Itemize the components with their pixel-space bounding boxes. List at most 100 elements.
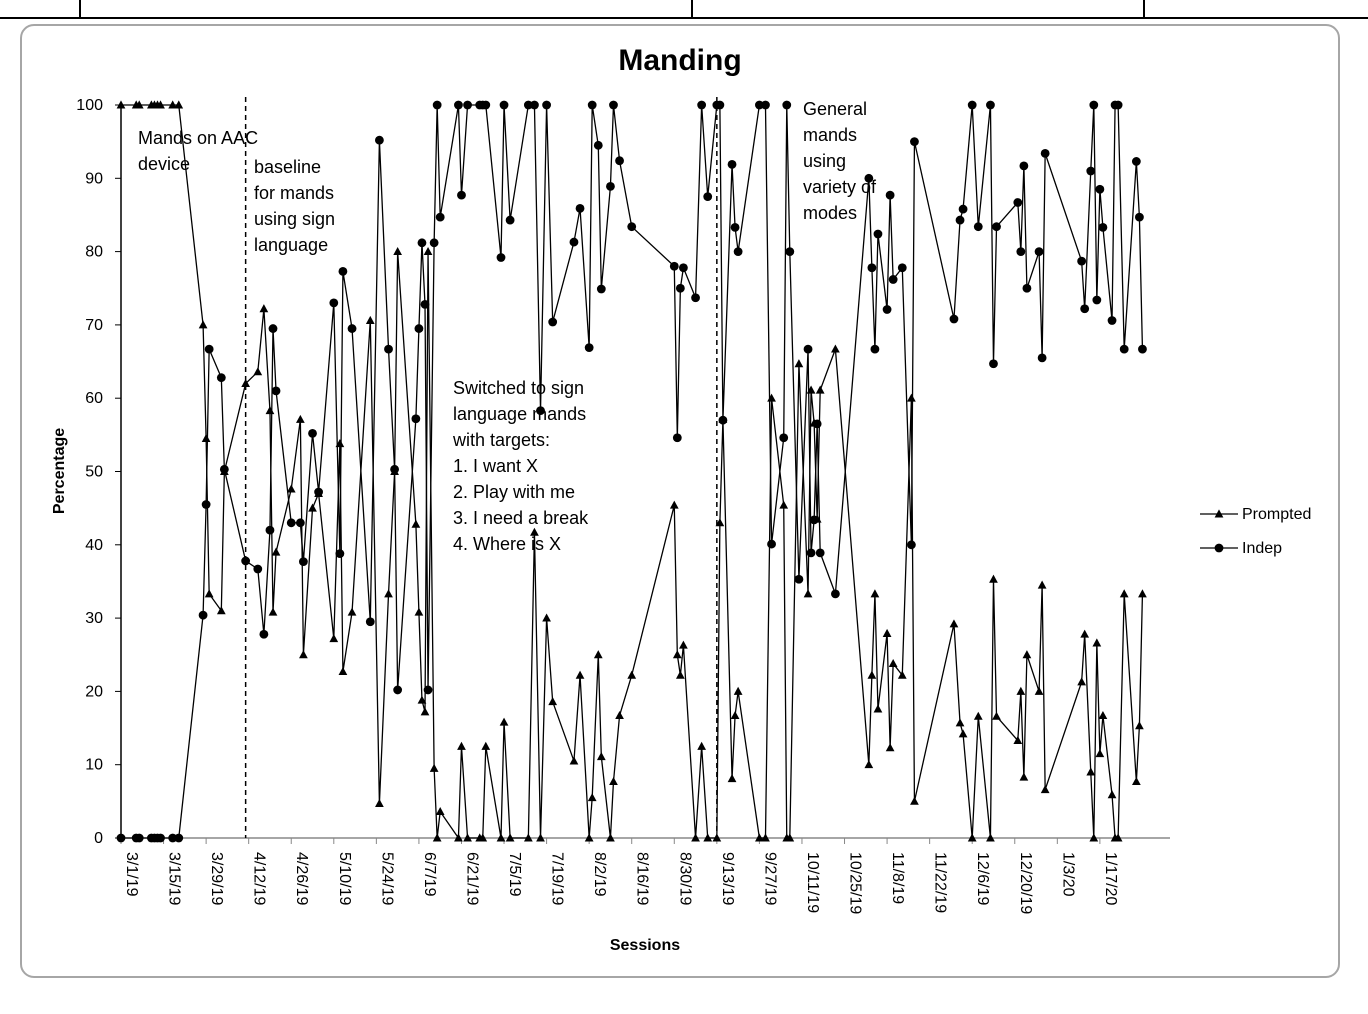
data-point-indep	[271, 386, 281, 396]
data-point-prompted	[575, 670, 585, 679]
data-point-prompted	[1013, 735, 1023, 744]
x-tick-label: 4/12/19	[251, 852, 268, 905]
y-axis-title: Percentage	[51, 428, 68, 514]
data-point-indep	[393, 685, 403, 695]
data-point-prompted	[478, 833, 488, 842]
data-point-indep	[134, 833, 144, 843]
data-point-prompted	[882, 628, 892, 637]
annotation-line: device	[138, 154, 190, 174]
annotation-line: baseline	[254, 157, 321, 177]
data-point-prompted	[496, 833, 506, 842]
data-point-prompted	[569, 756, 579, 765]
annotation-text: General mands using variety of modes	[803, 99, 877, 223]
annotation-line: General	[803, 99, 867, 119]
data-point-indep	[338, 266, 348, 276]
x-axis-title: Sessions	[610, 937, 680, 954]
data-point-prompted	[669, 500, 679, 509]
data-point-indep	[885, 190, 895, 200]
data-point-prompted	[958, 729, 968, 738]
data-point-indep	[870, 344, 880, 354]
x-tick-label: 12/6/19	[974, 852, 991, 905]
data-point-prompted	[429, 763, 439, 772]
data-point-prompted	[675, 670, 685, 679]
data-point-prompted	[1080, 629, 1090, 638]
data-point-prompted	[1131, 776, 1141, 786]
data-point-indep	[523, 100, 533, 110]
data-point-prompted	[338, 667, 348, 676]
data-point-prompted	[530, 527, 539, 536]
data-point-prompted	[730, 710, 740, 720]
data-point-prompted	[1138, 589, 1147, 598]
data-point-indep	[496, 253, 506, 262]
data-point-prompted	[116, 100, 126, 109]
annotation-line: language	[254, 235, 328, 255]
data-point-indep	[697, 100, 707, 110]
data-point-indep	[259, 629, 269, 639]
data-point-indep	[882, 305, 892, 314]
data-point-indep	[1107, 316, 1117, 325]
x-tick-label: 1/3/20	[1059, 852, 1076, 897]
data-point-indep	[499, 100, 509, 110]
data-point-prompted	[870, 589, 880, 598]
data-point-indep	[454, 100, 463, 110]
data-point-prompted	[308, 503, 317, 512]
y-tick-label: 30	[85, 610, 103, 627]
data-point-indep	[1119, 344, 1129, 354]
data-point-prompted	[1016, 686, 1026, 695]
data-point-prompted	[548, 697, 558, 706]
x-tick-label: 7/5/19	[506, 852, 523, 897]
data-point-indep	[907, 540, 916, 550]
data-point-prompted	[505, 833, 515, 842]
series-indep	[116, 100, 1147, 843]
data-point-indep	[715, 100, 725, 110]
data-point-prompted	[615, 710, 624, 720]
data-point-prompted	[691, 833, 700, 842]
data-point-indep	[785, 247, 795, 256]
series-layer	[116, 100, 1147, 843]
annotation-line: Mands on AAC	[138, 128, 258, 148]
data-point-indep	[542, 100, 551, 110]
data-point-prompted	[1113, 833, 1123, 842]
legend-marker-circle	[1214, 543, 1224, 553]
data-point-indep	[794, 574, 804, 584]
x-tick-label: 4/26/19	[293, 852, 310, 905]
data-point-indep	[958, 204, 968, 214]
data-point-indep	[1080, 304, 1090, 314]
data-point-prompted	[1119, 589, 1129, 598]
x-tick-label: 6/7/19	[421, 852, 438, 897]
data-point-prompted	[627, 670, 637, 679]
data-point-prompted	[910, 796, 919, 805]
data-point-prompted	[347, 607, 357, 616]
data-point-indep	[241, 556, 251, 566]
data-point-indep	[679, 263, 688, 273]
data-point-indep	[897, 263, 907, 273]
data-point-indep	[733, 247, 743, 256]
x-tick-label: 8/16/19	[634, 852, 651, 905]
y-tick-label: 100	[76, 97, 103, 114]
data-point-prompted	[168, 100, 178, 109]
data-point-indep	[216, 373, 226, 383]
data-point-indep	[986, 100, 995, 110]
y-tick-label: 0	[94, 830, 103, 847]
data-point-prompted	[1040, 785, 1050, 794]
data-point-indep	[299, 557, 308, 567]
data-point-indep	[174, 833, 184, 843]
data-point-prompted	[755, 833, 764, 842]
data-point-prompted	[794, 359, 804, 368]
data-point-prompted	[1037, 580, 1047, 589]
data-point-indep	[973, 222, 983, 232]
data-point-indep	[265, 525, 275, 535]
data-point-prompted	[174, 100, 184, 109]
data-point-indep	[910, 137, 919, 147]
data-point-indep	[198, 610, 208, 620]
data-point-prompted	[432, 833, 442, 842]
data-point-indep	[1019, 161, 1029, 171]
legend: Prompted Indep	[1200, 506, 1311, 557]
data-point-prompted	[523, 833, 533, 842]
annotation-text: baseline for mands using sign language	[254, 157, 335, 255]
data-point-prompted	[888, 658, 898, 667]
data-point-indep	[779, 433, 789, 443]
data-point-prompted	[268, 607, 278, 616]
data-point-prompted	[584, 833, 594, 842]
data-point-prompted	[679, 640, 688, 649]
